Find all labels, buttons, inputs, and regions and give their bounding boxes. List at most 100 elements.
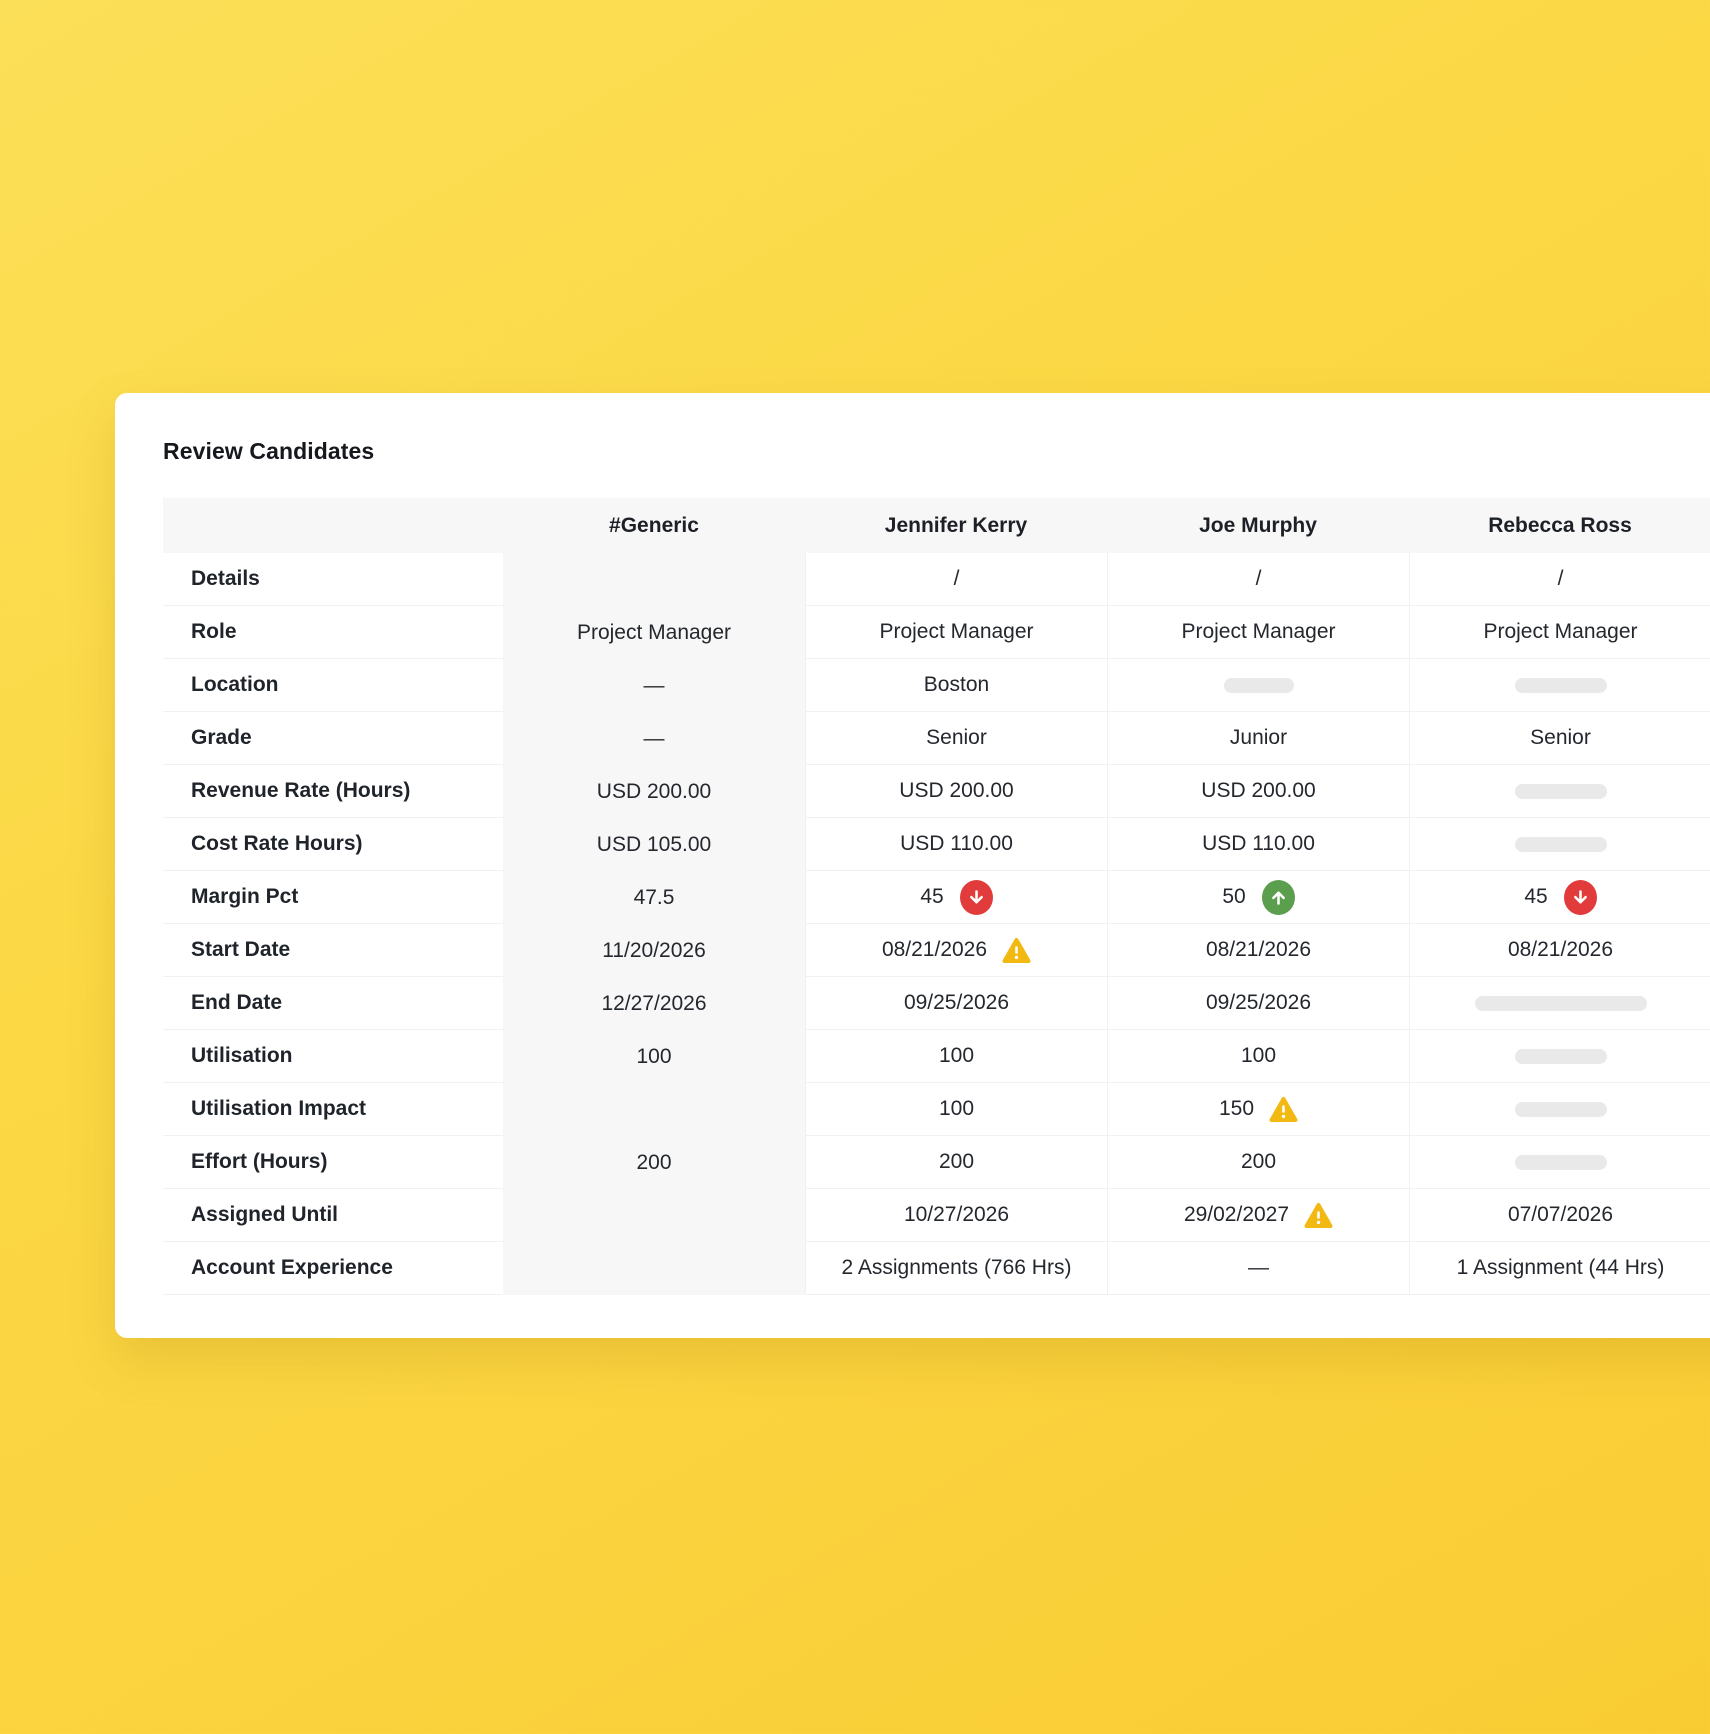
margin-down-icon <box>1563 879 1597 915</box>
cell-value: / <box>953 567 960 590</box>
row-label-text: Start Date <box>191 938 291 961</box>
cell-value: 150 <box>1218 1097 1255 1120</box>
row-label-text: Assigned Until <box>191 1203 339 1226</box>
column-header-generic: #Generic <box>503 498 805 553</box>
cell-value: Project Manager <box>1181 620 1336 643</box>
cell-value: 200 <box>938 1150 975 1173</box>
warning-icon <box>1269 1096 1298 1123</box>
candidates-table: #Generic Jennifer Kerry Joe Murphy Rebecca … <box>163 498 1710 1295</box>
cell-start-date-generic: 11/20/2026 <box>503 924 805 977</box>
row-label-text: Grade <box>191 726 252 749</box>
cell-margin-pct-rebecca-ross: 45 <box>1409 871 1710 924</box>
cell-value: / <box>1557 567 1564 590</box>
review-candidates-card: Review Candidates #Generic Jennifer Kerry… <box>115 393 1710 1338</box>
cell-end-date-jennifer-kerry: 09/25/2026 <box>805 977 1107 1030</box>
row-label-start-date: Start Date <box>163 924 503 977</box>
cell-effort-hours-jennifer-kerry: 200 <box>805 1136 1107 1189</box>
cell-cost-rate-hours-jennifer-kerry: USD 110.00 <box>805 818 1107 871</box>
cell-value: Senior <box>926 726 987 749</box>
placeholder-bar <box>1223 677 1294 693</box>
column-header-joe-murphy: Joe Murphy <box>1107 498 1409 553</box>
cell-start-date-joe-murphy: 08/21/2026 <box>1107 924 1409 977</box>
column-header-label: Jennifer Kerry <box>884 513 1028 537</box>
cell-utilisation-jennifer-kerry: 100 <box>805 1030 1107 1083</box>
cell-revenue-rate-hours-jennifer-kerry: USD 200.00 <box>805 765 1107 818</box>
cell-margin-pct-generic: 47.5 <box>503 871 805 924</box>
cell-value: Project Manager <box>1483 620 1638 643</box>
row-label-text: Utilisation <box>191 1044 293 1067</box>
cell-value: 200 <box>1240 1150 1277 1173</box>
cell-value: Senior <box>1530 726 1591 749</box>
cell-value: 47.5 <box>633 885 675 909</box>
cell-account-experience-rebecca-ross: 1 Assignment (44 Hrs) <box>1409 1242 1710 1295</box>
cell-value: 45 <box>920 885 944 908</box>
cell-value: 09/25/2026 <box>1205 991 1312 1014</box>
margin-up-icon <box>1261 879 1295 915</box>
cell-assigned-until-rebecca-ross: 07/07/2026 <box>1409 1189 1710 1242</box>
details-link-jennifer-kerry[interactable]: / <box>805 553 1107 606</box>
cell-grade-jennifer-kerry: Senior <box>805 712 1107 765</box>
row-label-grade: Grade <box>163 712 503 765</box>
row-label-revenue-rate-hours: Revenue Rate (Hours) <box>163 765 503 818</box>
details-link-joe-murphy[interactable]: / <box>1107 553 1409 606</box>
placeholder-bar <box>1514 1101 1607 1117</box>
cell-value: 08/21/2026 <box>1507 938 1614 961</box>
cell-value: 07/07/2026 <box>1507 1203 1614 1226</box>
cell-grade-joe-murphy: Junior <box>1107 712 1409 765</box>
cell-value: — <box>643 673 665 697</box>
cell-grade-rebecca-ross: Senior <box>1409 712 1710 765</box>
cell-value: Boston <box>923 673 990 696</box>
row-label-text: Cost Rate Hours) <box>191 832 363 855</box>
cell-end-date-generic: 12/27/2026 <box>503 977 805 1030</box>
margin-down-icon <box>959 879 993 915</box>
cell-utilisation-joe-murphy: 100 <box>1107 1030 1409 1083</box>
cell-value: USD 110.00 <box>1202 832 1315 855</box>
row-label-text: Effort (Hours) <box>191 1150 328 1173</box>
cell-margin-pct-joe-murphy: 50 <box>1107 871 1409 924</box>
cell-start-date-rebecca-ross: 08/21/2026 <box>1409 924 1710 977</box>
row-label-cost-rate-hours: Cost Rate Hours) <box>163 818 503 871</box>
column-header-label: #Generic <box>609 513 699 537</box>
cell-value: 08/21/2026 <box>1205 938 1312 961</box>
cell-utilisation-impact-joe-murphy: 150 <box>1107 1083 1409 1136</box>
cell-assigned-until-generic <box>503 1189 805 1242</box>
cell-utilisation-rebecca-ross <box>1409 1030 1710 1083</box>
cell-location-rebecca-ross <box>1409 659 1710 712</box>
row-label-text: Location <box>191 673 279 696</box>
row-label-effort-hours: Effort (Hours) <box>163 1136 503 1189</box>
cell-utilisation-impact-rebecca-ross <box>1409 1083 1710 1136</box>
row-label-text: Details <box>191 567 260 590</box>
cell-value: 11/20/2026 <box>602 938 706 962</box>
page-title: Review Candidates <box>163 438 375 464</box>
cell-value: USD 105.00 <box>596 832 712 856</box>
column-header-label: Joe Murphy <box>1199 513 1317 537</box>
cell-start-date-jennifer-kerry: 08/21/2026 <box>805 924 1107 977</box>
row-label-utilisation-impact: Utilisation Impact <box>163 1083 503 1136</box>
cell-cost-rate-hours-generic: USD 105.00 <box>503 818 805 871</box>
column-header-empty <box>163 498 503 553</box>
cell-value: 200 <box>636 1150 672 1174</box>
cell-location-jennifer-kerry: Boston <box>805 659 1107 712</box>
cell-value: — <box>643 726 665 750</box>
row-label-details: Details <box>163 553 503 606</box>
cell-details-generic <box>503 553 805 606</box>
cell-effort-hours-rebecca-ross <box>1409 1136 1710 1189</box>
cell-value: 2 Assignments (766 Hrs) <box>841 1256 1072 1279</box>
cell-account-experience-joe-murphy: — <box>1107 1242 1409 1295</box>
cell-assigned-until-joe-murphy: 29/02/2027 <box>1107 1189 1409 1242</box>
placeholder-bar <box>1514 783 1607 799</box>
placeholder-bar <box>1514 836 1607 852</box>
cell-value: Project Manager <box>576 620 732 644</box>
cell-value: — <box>1248 1256 1269 1279</box>
cell-utilisation-generic: 100 <box>503 1030 805 1083</box>
cell-location-joe-murphy <box>1107 659 1409 712</box>
cell-value: 100 <box>636 1044 672 1068</box>
row-label-end-date: End Date <box>163 977 503 1030</box>
cell-account-experience-jennifer-kerry: 2 Assignments (766 Hrs) <box>805 1242 1107 1295</box>
cell-value: 100 <box>1240 1044 1277 1067</box>
details-link-rebecca-ross[interactable]: / <box>1409 553 1710 606</box>
cell-value: USD 110.00 <box>900 832 1013 855</box>
cell-value: 29/02/2027 <box>1183 1203 1290 1226</box>
cell-effort-hours-generic: 200 <box>503 1136 805 1189</box>
row-label-margin-pct: Margin Pct <box>163 871 503 924</box>
